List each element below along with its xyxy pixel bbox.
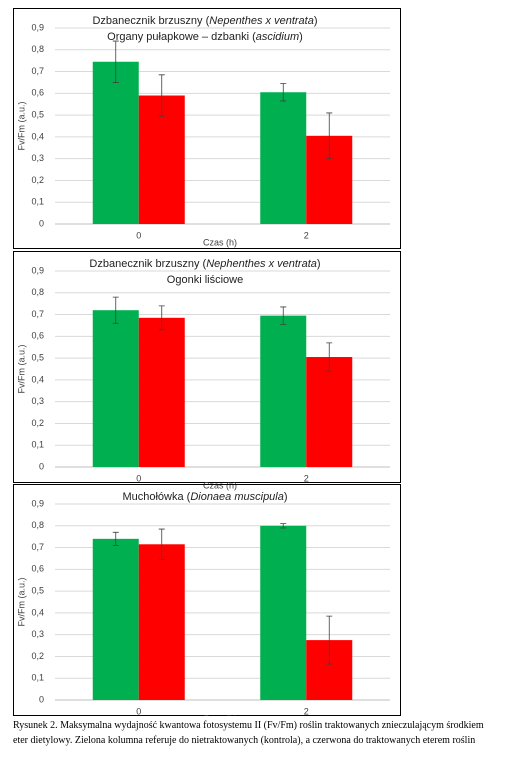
- x-axis-label: Czas (h): [203, 480, 237, 490]
- x-tick-label: 2: [304, 706, 309, 716]
- y-tick-label: 0,5: [31, 585, 44, 595]
- error-bar: [326, 615, 333, 665]
- y-tick-label: 0,2: [31, 175, 44, 185]
- y-tick-label: 0,6: [31, 564, 44, 574]
- x-tick-label: 2: [304, 230, 309, 240]
- y-tick-label: 0,3: [31, 629, 44, 639]
- y-tick-label: 0,1: [31, 440, 44, 450]
- x-tick-label: 0: [136, 230, 141, 240]
- chart-title: Dzbanecznik brzuszny (Nephenthes x ventr…: [89, 258, 320, 270]
- error-bar: [280, 523, 287, 529]
- bar: [138, 544, 185, 700]
- x-tick-label: 2: [304, 473, 309, 483]
- y-tick-label: 0,9: [31, 265, 44, 275]
- y-tick-label: 0,8: [31, 520, 44, 530]
- chart-frame: [13, 484, 401, 716]
- error-bar: [158, 74, 165, 117]
- bar: [138, 317, 185, 467]
- y-tick-label: 0,2: [31, 418, 44, 428]
- y-tick-label: 0,4: [31, 374, 44, 384]
- y-tick-label: 0,3: [31, 153, 44, 163]
- x-tick-label: 0: [136, 706, 141, 716]
- y-axis-label: Fv/Fm (a.u.): [16, 101, 26, 150]
- y-tick-label: 0,8: [31, 287, 44, 297]
- y-tick-label: 0,1: [31, 197, 44, 207]
- bar: [92, 538, 139, 700]
- y-tick-label: 0: [39, 218, 44, 228]
- y-tick-label: 0,5: [31, 352, 44, 362]
- y-tick-label: 0,9: [31, 22, 44, 32]
- bar: [260, 525, 307, 700]
- error-bar: [112, 40, 119, 83]
- chart-title: Dzbanecznik brzuszny (Nepenthes x ventra…: [92, 15, 317, 27]
- chart-frame: [13, 8, 401, 249]
- charts: 0 0,1 0,2 0,3 0,4 0,5 0,6 0,7 0,8 0,9 Fv/Fm (a.u.)…: [13, 8, 401, 716]
- y-tick-label: 0,2: [31, 651, 44, 661]
- y-tick-label: 0,6: [31, 88, 44, 98]
- error-bar: [280, 83, 287, 102]
- caption: Rysunek 2. Maksymalna wydajność kwantowa…: [13, 720, 484, 746]
- bar: [138, 95, 185, 224]
- x-axis-label: Czas (h): [203, 237, 237, 247]
- error-bar: [158, 305, 165, 331]
- y-tick-label: 0,4: [31, 131, 44, 141]
- y-tick-label: 0,5: [31, 109, 44, 119]
- error-bar: [158, 528, 165, 560]
- y-tick-label: 0: [39, 461, 44, 471]
- chart-title: Ogonki liściowe: [167, 274, 243, 286]
- y-tick-label: 0,7: [31, 66, 44, 76]
- y-tick-label: 0,6: [31, 331, 44, 341]
- x-axis-label: Czas (h): [203, 713, 237, 716]
- y-tick-label: 0,3: [31, 396, 44, 406]
- bar: [306, 357, 353, 467]
- y-tick-label: 0,8: [31, 44, 44, 54]
- y-tick-label: 0,7: [31, 542, 44, 552]
- y-tick-label: 0,4: [31, 607, 44, 617]
- y-axis-label: Fv/Fm (a.u.): [16, 344, 26, 393]
- error-bar: [326, 342, 333, 372]
- bar: [260, 92, 307, 224]
- y-tick-label: 0,9: [31, 498, 44, 508]
- x-tick-label: 0: [136, 473, 141, 483]
- chart-title: Muchołówka (Dionaea muscipula): [122, 491, 287, 503]
- bar: [260, 315, 307, 467]
- chart-frame: [13, 251, 401, 483]
- error-bar: [112, 531, 119, 546]
- chart-title: Organy pułapkowe – dzbanki (ascidium): [107, 31, 303, 43]
- y-tick-label: 0: [39, 694, 44, 704]
- y-tick-label: 0,7: [31, 309, 44, 319]
- bar: [92, 310, 139, 467]
- bar: [92, 61, 139, 224]
- error-bar: [326, 112, 333, 160]
- error-bar: [112, 296, 119, 324]
- y-axis-label: Fv/Fm (a.u.): [16, 577, 26, 626]
- y-tick-label: 0,1: [31, 673, 44, 683]
- error-bar: [280, 306, 287, 325]
